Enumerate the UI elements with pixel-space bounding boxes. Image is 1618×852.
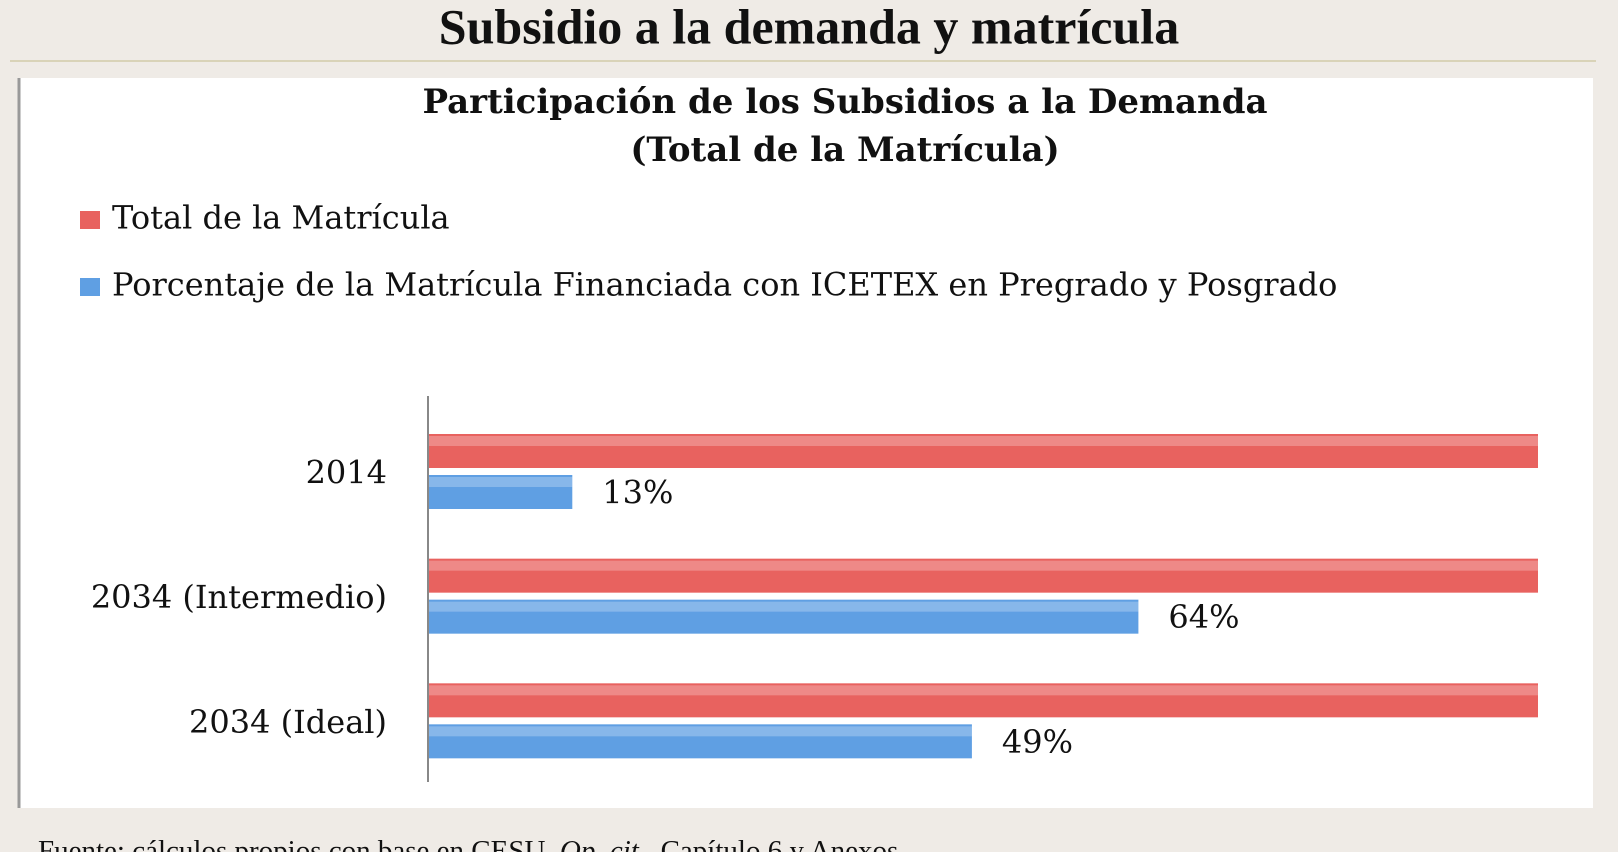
footer: Fuente: cálculos propios con base en CES…	[38, 835, 905, 852]
footer-text: Op. cit	[560, 835, 640, 852]
bar-shine	[428, 477, 573, 487]
footer-text: ., Capítulo 6 y Anexos.	[639, 835, 906, 852]
legend-swatch	[80, 278, 100, 296]
bar-shine	[428, 726, 972, 737]
chart-subtitle: (Total de la Matrícula)	[630, 130, 1059, 170]
bar-shine	[428, 560, 1538, 571]
chart-title: Participación de los Subsidios a la Dema…	[422, 82, 1267, 122]
y-tick-label: 2014	[306, 454, 387, 492]
slide-title: Subsidio a la demanda y matrícula	[439, 0, 1179, 54]
bar	[428, 475, 573, 509]
data-label: 13%	[602, 474, 673, 512]
bar-shine	[428, 601, 1139, 612]
legend-swatch	[80, 211, 100, 229]
data-label: 64%	[1168, 598, 1239, 636]
bar	[428, 599, 1139, 634]
y-tick-label: 2034 (Ideal)	[189, 703, 387, 741]
data-label: 49%	[1002, 723, 1073, 761]
footer-text: Fuente: cálculos propios con base en CES…	[38, 835, 560, 852]
bar-shine	[428, 685, 1538, 696]
bar	[428, 724, 972, 759]
legend-label: Total de la Matrícula	[112, 199, 450, 237]
y-tick-label: 2034 (Intermedio)	[91, 578, 387, 616]
bar	[428, 558, 1538, 593]
legend-label: Porcentaje de la Matrícula Financiada co…	[112, 266, 1337, 304]
bar	[428, 434, 1538, 468]
bar-shine	[428, 436, 1538, 446]
bar	[428, 683, 1538, 718]
